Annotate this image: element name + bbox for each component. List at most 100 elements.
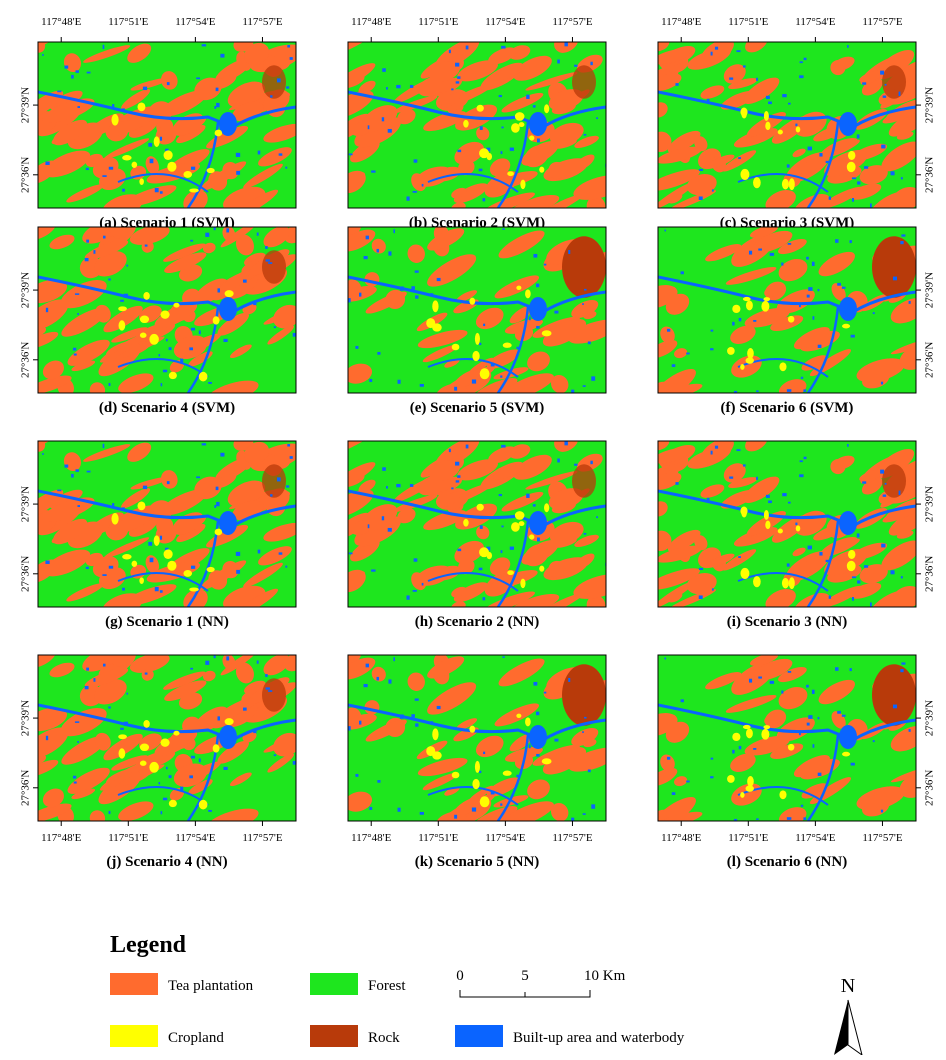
map-panel: 117°48'E117°51'E117°54'E117°57'E27°39'N2… <box>636 650 940 870</box>
built-speck <box>808 715 812 719</box>
built-speck <box>77 106 80 108</box>
cropland-patch <box>207 168 215 173</box>
built-speck <box>71 75 74 79</box>
cropland-patch <box>432 323 442 331</box>
built-speck <box>364 684 368 687</box>
built-speck <box>143 87 147 90</box>
built-speck <box>120 728 124 730</box>
cropland-patch <box>788 316 794 323</box>
cropland-patch <box>183 570 192 577</box>
built-speck <box>516 347 518 349</box>
built-speck <box>711 52 713 56</box>
cropland-patch <box>761 729 769 740</box>
lon-label: 117°54'E <box>795 16 835 28</box>
map-panel: 27°39'N27°36'N(g) Scenario 1 (NN) <box>16 432 306 630</box>
cropland-patch <box>847 561 856 571</box>
cropland-patch <box>525 289 531 298</box>
built-speck <box>582 731 584 733</box>
built-speck <box>166 339 168 341</box>
built-speck <box>77 505 80 507</box>
lon-label: 117°51'E <box>108 16 148 28</box>
built-speck <box>243 280 247 283</box>
built-speck <box>456 81 460 83</box>
built-speck <box>169 775 172 778</box>
cropland-patch <box>515 511 525 520</box>
cropland-patch <box>763 297 770 301</box>
legend-swatch <box>110 1025 158 1047</box>
built-speck <box>243 708 247 711</box>
built-speck <box>788 103 791 105</box>
cropland-patch <box>746 728 753 738</box>
panel-caption: (i) Scenario 3 (NN) <box>727 614 847 630</box>
built-speck <box>533 504 536 506</box>
cropland-patch <box>511 522 520 532</box>
built-speck <box>208 382 212 384</box>
built-speck <box>501 151 503 154</box>
cropland-patch <box>137 102 145 111</box>
built-speck <box>205 233 209 237</box>
built-speck <box>675 482 678 485</box>
town <box>529 297 547 321</box>
built-speck <box>145 245 148 247</box>
built-speck <box>711 451 713 455</box>
built-speck <box>564 42 567 46</box>
built-speck <box>749 679 752 683</box>
lon-label: 117°48'E <box>351 16 391 28</box>
built-speck <box>883 495 886 497</box>
built-speck <box>124 294 128 298</box>
cropland-patch <box>763 725 770 729</box>
built-speck <box>591 804 595 808</box>
built-speck <box>870 203 872 207</box>
built-speck <box>499 494 502 496</box>
built-speck <box>890 171 894 175</box>
built-speck <box>574 65 577 67</box>
built-speck <box>150 558 154 562</box>
lat-label: 27°36'N <box>924 157 936 193</box>
cropland-patch <box>167 561 176 571</box>
built-speck <box>274 326 276 328</box>
cropland-patch <box>140 761 147 766</box>
cropland-patch <box>122 155 131 160</box>
built-speck <box>837 711 841 714</box>
cropland-patch <box>847 162 856 172</box>
built-speck <box>109 383 111 386</box>
built-speck <box>675 83 678 86</box>
built-speck <box>533 105 536 107</box>
lon-label: 117°54'E <box>485 16 525 28</box>
built-speck <box>807 723 810 726</box>
built-speck <box>112 104 114 108</box>
cropland-patch <box>154 535 160 546</box>
cropland-patch <box>122 554 131 559</box>
cropland-patch <box>542 758 552 764</box>
built-speck <box>270 494 272 496</box>
built-speck <box>236 552 240 556</box>
rock-patch <box>872 236 916 298</box>
built-speck <box>386 87 388 89</box>
built-speck <box>388 679 391 683</box>
built-speck <box>881 382 883 385</box>
built-speck <box>501 445 505 448</box>
built-speck <box>526 95 529 99</box>
built-speck <box>557 459 560 463</box>
built-speck <box>422 583 424 586</box>
built-speck <box>818 289 820 291</box>
lat-label: 27°36'N <box>20 770 32 806</box>
built-speck <box>710 776 713 778</box>
built-speck <box>782 493 786 496</box>
map-image <box>16 33 306 223</box>
built-speck <box>236 570 240 574</box>
built-speck <box>145 673 148 675</box>
rock-patch <box>572 464 596 498</box>
built-speck <box>479 771 481 773</box>
cropland-patch <box>143 292 149 300</box>
built-speck <box>899 491 901 495</box>
built-speck <box>801 805 803 807</box>
built-speck <box>382 68 386 72</box>
built-speck <box>480 126 483 130</box>
built-speck <box>388 528 392 532</box>
built-speck <box>223 767 227 770</box>
built-speck <box>398 808 401 812</box>
lon-label: 117°57'E <box>862 832 902 844</box>
built-speck <box>756 390 759 392</box>
built-speck <box>812 690 815 694</box>
